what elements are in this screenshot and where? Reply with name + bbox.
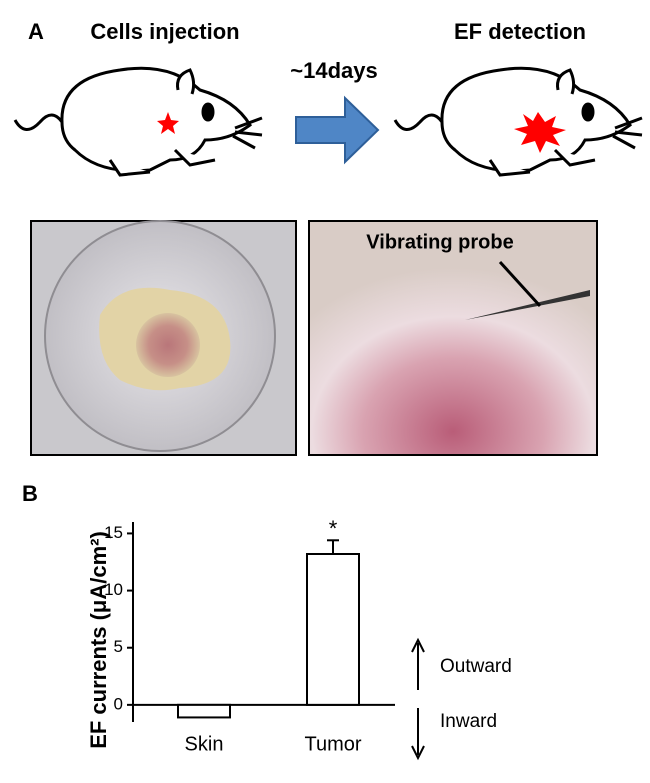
probe-label: Vibrating probe xyxy=(366,231,513,253)
injection-star xyxy=(157,112,179,134)
y-tick-label: 10 xyxy=(104,580,123,599)
arrow xyxy=(295,95,380,165)
mouse-left xyxy=(13,66,263,177)
arrow-up-head xyxy=(411,637,425,653)
right-title: EF detection xyxy=(454,19,586,44)
y-tick-label: 15 xyxy=(104,523,123,542)
arrow-down-head xyxy=(411,745,425,761)
panel-label: B xyxy=(22,481,38,506)
probe-pointer xyxy=(498,260,542,308)
mouse-right xyxy=(393,66,643,177)
x-tick-label: Skin xyxy=(185,733,224,755)
probe xyxy=(465,290,590,320)
tumor xyxy=(136,313,200,377)
bar xyxy=(306,553,360,706)
panel-label: A xyxy=(28,19,44,44)
significance: * xyxy=(329,516,338,541)
x-tick-label: Tumor xyxy=(304,733,361,755)
y-axis-label: EF currents (μA/cm²) xyxy=(86,531,111,749)
y-tick-label: 0 xyxy=(114,694,123,713)
y-tick-label: 5 xyxy=(114,637,123,656)
inward-label: Inward xyxy=(440,711,497,732)
outward-label: Outward xyxy=(440,656,512,677)
bar xyxy=(177,703,231,719)
left-title: Cells injection xyxy=(90,19,239,44)
tumor-burst xyxy=(514,112,566,153)
photo-probe xyxy=(308,220,598,456)
arrow-label: ~14days xyxy=(290,58,377,83)
